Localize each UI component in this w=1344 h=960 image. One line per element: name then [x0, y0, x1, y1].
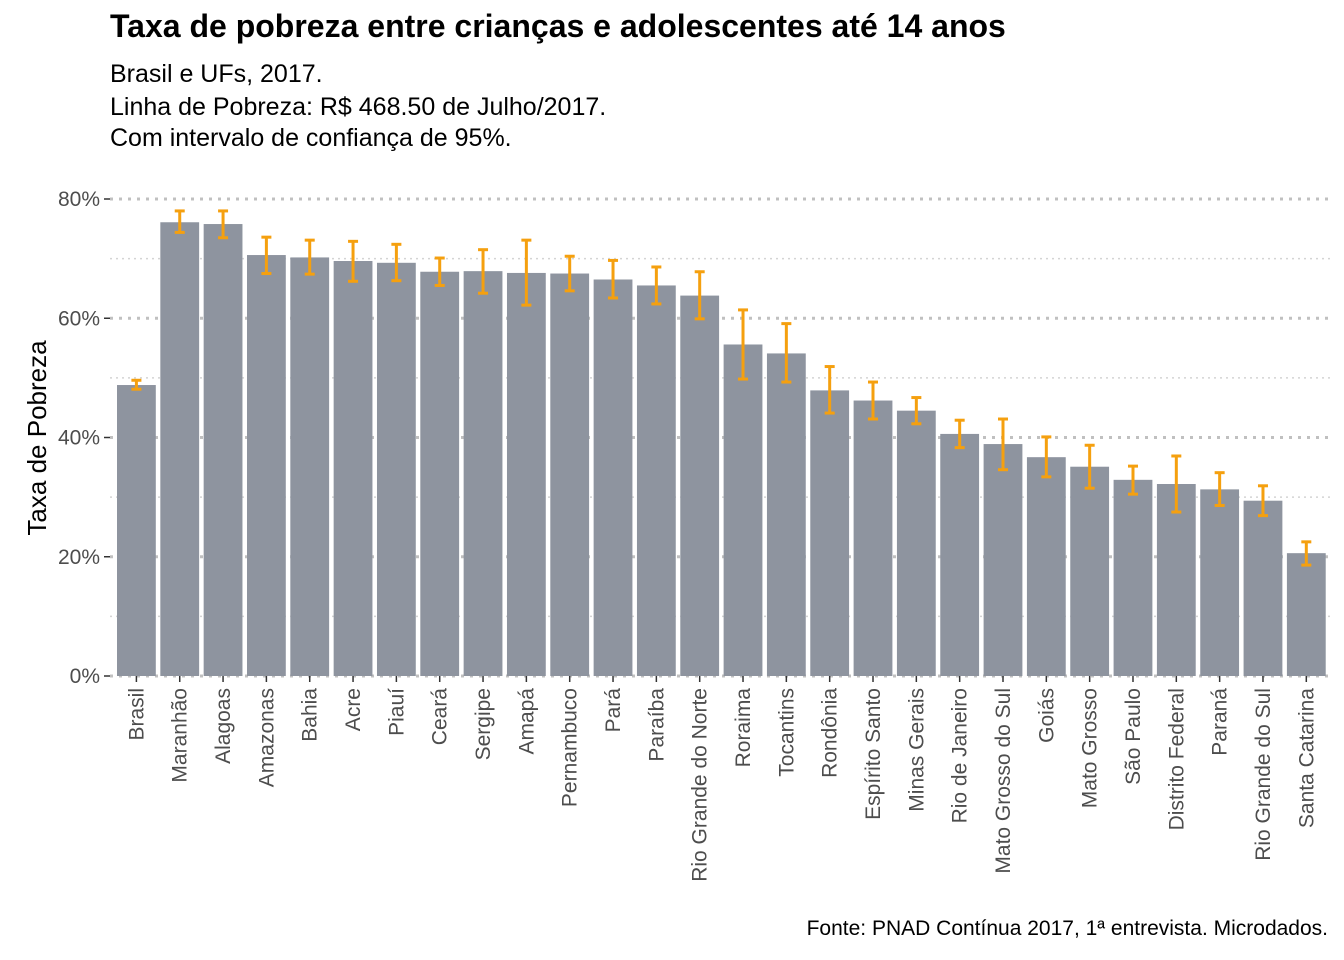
- error-bar: [1041, 435, 1052, 479]
- y-tick-label: 60%: [58, 307, 100, 330]
- bar: [1243, 500, 1283, 676]
- error-bar: [651, 265, 662, 306]
- error-bar: [521, 238, 532, 307]
- chart-caption: Fonte: PNAD Contínua 2017, 1ª entrevista…: [806, 917, 1328, 940]
- error-bar: [1171, 454, 1182, 514]
- x-tick-label: Pernambuco: [559, 688, 582, 807]
- x-tick-label: Mato Grosso do Sul: [992, 688, 1015, 874]
- error-bar: [1214, 471, 1225, 507]
- x-tick-label: Rio de Janeiro: [949, 688, 972, 823]
- x-tick-label: Paraíba: [645, 688, 668, 762]
- x-tick-label: Amazonas: [255, 688, 278, 787]
- bar: [333, 261, 373, 676]
- bar: [896, 410, 936, 676]
- chart-subtitle-line-2: Linha de Pobreza: R$ 468.50 de Julho/201…: [110, 93, 607, 121]
- x-tick-label: Ceará: [429, 688, 452, 746]
- chart-title: Taxa de pobreza entre crianças e adolesc…: [110, 8, 1006, 44]
- bar: [463, 271, 503, 676]
- x-tick-label: Alagoas: [212, 688, 235, 764]
- x-tick-label: Piauí: [385, 688, 408, 736]
- error-bar: [954, 418, 965, 450]
- error-bar: [261, 235, 272, 276]
- x-tick-label: Maranhão: [169, 688, 192, 783]
- bar: [1156, 484, 1196, 676]
- bar: [376, 262, 416, 676]
- error-bar: [738, 308, 749, 381]
- bars: [117, 222, 1326, 677]
- bar: [160, 222, 200, 676]
- error-bar: [218, 209, 229, 240]
- x-tick-label: Rio Grande do Norte: [689, 688, 712, 882]
- x-tick-label: Mato Grosso: [1079, 688, 1102, 808]
- error-bar: [998, 417, 1008, 472]
- bar: [1070, 466, 1110, 676]
- x-tick-label: Espírito Santo: [862, 688, 885, 820]
- x-tick-label: Santa Catarina: [1295, 688, 1318, 828]
- bar: [1026, 457, 1066, 676]
- x-tick-label: Sergipe: [472, 688, 495, 760]
- x-tick-label: Pará: [602, 688, 625, 733]
- bar: [680, 295, 720, 676]
- error-bar: [1257, 484, 1268, 518]
- y-axis-label: Taxa de Pobreza: [22, 340, 52, 536]
- error-bars: [131, 209, 1312, 567]
- bar: [117, 385, 156, 676]
- x-tick-label: Rondônia: [819, 688, 842, 778]
- x-tick-label: Brasil: [125, 688, 148, 741]
- bar: [246, 255, 286, 677]
- error-bar: [1301, 540, 1312, 567]
- y-tick-label: 80%: [58, 188, 100, 211]
- error-bar: [694, 270, 705, 321]
- x-tick-label: São Paulo: [1122, 688, 1145, 785]
- error-bar: [781, 322, 792, 384]
- error-bar: [434, 256, 445, 287]
- x-tick-label: Goiás: [1035, 688, 1058, 743]
- bar: [940, 433, 980, 676]
- bar: [290, 257, 330, 676]
- y-tick-label: 0%: [70, 665, 100, 688]
- y-tick-label: 40%: [58, 427, 100, 450]
- error-bar: [1084, 443, 1095, 490]
- axes: Brasil Maranhão Alagoas Amazonas Bahia Acre Pi…: [58, 188, 1318, 882]
- bar: [593, 279, 633, 676]
- bar: [420, 271, 460, 676]
- bar: [203, 224, 243, 677]
- bar: [550, 273, 590, 676]
- x-tick-label: Paraná: [1209, 688, 1232, 756]
- bar: [1200, 489, 1240, 676]
- x-tick-label: Minas Gerais: [905, 688, 928, 812]
- bar: [810, 390, 850, 676]
- error-bar: [478, 248, 489, 295]
- y-tick-label: 20%: [58, 546, 100, 569]
- error-bar: [1127, 464, 1138, 496]
- chart-subtitle-line-3: Com intervalo de confiança de 95%.: [110, 124, 512, 152]
- error-bar: [824, 365, 835, 415]
- x-tick-label: Roraima: [732, 688, 755, 768]
- error-bar: [564, 254, 575, 293]
- bar: [983, 444, 1023, 676]
- bar: [723, 344, 763, 676]
- x-tick-label: Bahia: [299, 688, 322, 742]
- x-tick-label: Rio Grande do Sul: [1252, 688, 1275, 861]
- error-bar: [868, 380, 879, 421]
- x-tick-label: Distrito Federal: [1165, 688, 1188, 830]
- bar: [1286, 553, 1326, 676]
- error-bar: [911, 396, 922, 426]
- x-tick-label: Acre: [342, 688, 365, 731]
- error-bar: [131, 378, 142, 391]
- bar: [766, 353, 806, 676]
- x-tick-label: Tocantins: [775, 688, 798, 777]
- bar: [506, 272, 546, 676]
- bar: [636, 285, 676, 676]
- bar: [853, 400, 893, 676]
- error-bar: [608, 258, 619, 300]
- x-tick-label: Amapá: [515, 688, 538, 755]
- error-bar: [391, 242, 402, 283]
- error-bar: [348, 239, 359, 283]
- chart-subtitle-line-1: Brasil e UFs, 2017.: [110, 60, 323, 88]
- error-bar: [304, 238, 315, 276]
- bar: [1113, 479, 1153, 676]
- error-bar: [174, 209, 185, 234]
